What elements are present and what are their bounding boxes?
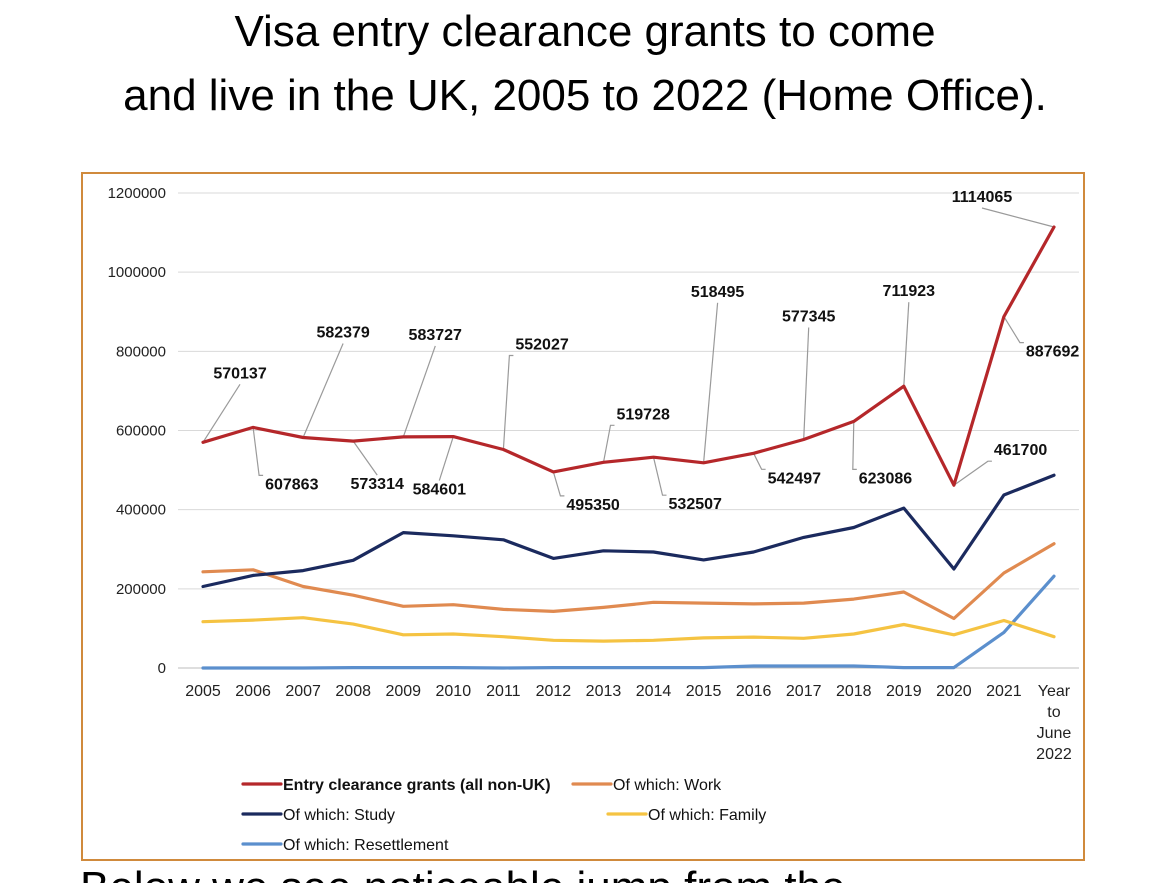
x-tick-label: 2022 bbox=[1036, 746, 1072, 763]
x-tick-label: 2005 bbox=[185, 683, 221, 700]
data-label-leader bbox=[552, 471, 565, 497]
data-label: 583727 bbox=[409, 327, 462, 344]
title-line-1: Visa entry clearance grants to come bbox=[234, 7, 936, 56]
body-text-fragment: Below we see noticeable jump from the bbox=[80, 866, 846, 883]
data-label-leader bbox=[753, 453, 766, 470]
legend-label: Of which: Family bbox=[648, 807, 766, 824]
data-label: 711923 bbox=[883, 283, 936, 300]
x-tick-label: 2019 bbox=[886, 683, 922, 700]
data-label-leader bbox=[953, 460, 992, 486]
series-line-2 bbox=[201, 473, 1056, 589]
x-tick-label: 2021 bbox=[986, 683, 1022, 700]
data-label: 623086 bbox=[859, 470, 912, 487]
series-line-4 bbox=[201, 574, 1056, 670]
data-label: 582379 bbox=[316, 324, 369, 341]
data-label: 1114065 bbox=[952, 189, 1013, 206]
data-label-leader bbox=[402, 345, 436, 438]
data-label-leader bbox=[1003, 316, 1024, 344]
data-label-leader bbox=[803, 327, 810, 440]
data-label-leader bbox=[302, 343, 344, 438]
legend-label: Of which: Study bbox=[283, 807, 395, 824]
x-tick-label: to bbox=[1047, 704, 1060, 721]
y-tick-label: 0 bbox=[158, 660, 166, 677]
x-tick-label: 2007 bbox=[285, 683, 321, 700]
y-tick-label: 800000 bbox=[116, 343, 166, 360]
x-tick-label: 2014 bbox=[636, 683, 672, 700]
data-label: 532507 bbox=[669, 496, 722, 513]
data-label-leader bbox=[852, 421, 857, 470]
data-label: 570137 bbox=[213, 365, 266, 382]
legend-label: Of which: Work bbox=[613, 777, 722, 794]
y-tick-label: 1200000 bbox=[108, 185, 166, 202]
line-chart: 1200000 1000000 800000 600000 400000 200000 0 2… bbox=[108, 185, 1080, 854]
x-tick-label: 2016 bbox=[736, 683, 772, 700]
data-label: 887692 bbox=[1026, 344, 1079, 361]
data-label-leader bbox=[903, 302, 910, 387]
legend-label: Of which: Resettlement bbox=[283, 837, 449, 854]
data-label-leader bbox=[352, 440, 378, 476]
x-tick-label: 2017 bbox=[786, 683, 822, 700]
data-label-leader bbox=[252, 427, 264, 476]
data-label: 542497 bbox=[768, 470, 821, 487]
data-label: 518495 bbox=[691, 284, 744, 301]
x-tick-label: 2012 bbox=[536, 683, 572, 700]
data-label-leader bbox=[438, 436, 454, 481]
data-label: 461700 bbox=[994, 442, 1047, 459]
data-label-leader bbox=[703, 302, 719, 463]
legend-label: Entry clearance grants (all non-UK) bbox=[283, 777, 551, 794]
x-tick-label: 2013 bbox=[586, 683, 622, 700]
data-label: 573314 bbox=[350, 476, 403, 493]
y-tick-label: 200000 bbox=[116, 581, 166, 598]
series-line-1 bbox=[201, 542, 1056, 621]
series-line-3 bbox=[201, 616, 1056, 643]
data-label-leader bbox=[502, 354, 514, 450]
data-label-leader bbox=[652, 457, 667, 496]
x-tick-label: 2010 bbox=[436, 683, 472, 700]
x-tick-label: 2011 bbox=[486, 683, 521, 700]
x-tick-label: June bbox=[1037, 725, 1072, 742]
chart-frame: 1200000 1000000 800000 600000 400000 200000 0 2… bbox=[81, 172, 1085, 861]
data-label: 495350 bbox=[566, 497, 619, 514]
x-tick-label: 2018 bbox=[836, 683, 872, 700]
data-label-leader bbox=[981, 207, 1055, 228]
x-tick-label: 2009 bbox=[385, 683, 421, 700]
series-line-0 bbox=[201, 225, 1056, 487]
data-label: 577345 bbox=[782, 308, 835, 325]
data-label: 519728 bbox=[616, 406, 669, 423]
y-tick-label: 400000 bbox=[116, 502, 166, 519]
title-line-2: and live in the UK, 2005 to 2022 (Home O… bbox=[123, 71, 1047, 120]
data-label: 607863 bbox=[265, 476, 318, 493]
y-tick-label: 1000000 bbox=[108, 264, 166, 281]
x-tick-label: 2006 bbox=[235, 683, 271, 700]
y-tick-label: 600000 bbox=[116, 423, 166, 440]
data-label: 584601 bbox=[413, 482, 466, 499]
x-tick-label: 2008 bbox=[335, 683, 371, 700]
data-label-leader bbox=[202, 383, 241, 443]
data-label-leader bbox=[602, 424, 615, 463]
data-label: 552027 bbox=[515, 336, 568, 353]
x-tick-label: Year bbox=[1038, 683, 1071, 700]
chart-title: Visa entry clearance grants to come and … bbox=[0, 0, 1170, 128]
x-tick-label: 2015 bbox=[686, 683, 722, 700]
x-tick-label: 2020 bbox=[936, 683, 972, 700]
